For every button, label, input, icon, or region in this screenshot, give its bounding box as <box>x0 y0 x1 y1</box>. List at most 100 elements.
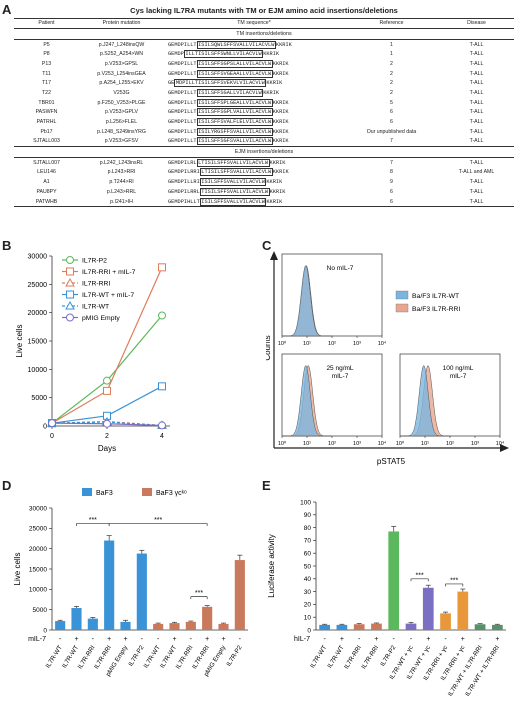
sequence-post: KKRIK <box>272 169 289 176</box>
d-y-axis-label: Live cells <box>13 553 22 586</box>
c-histogram-0: 10⁰ 10¹ 10² 10³ 10⁴ No mIL-7 <box>278 253 387 347</box>
e-treatment-sign: - <box>323 636 326 643</box>
d-y-tick-label: 25000 <box>29 526 47 533</box>
e-y-tick-label: 20 <box>304 602 312 609</box>
table-row: P5 p.J247_L248insQW GEMDPILLT ISILSQWLSFFSV… <box>14 39 514 49</box>
sequence-pre: GEMDP <box>168 51 184 58</box>
e-treatment-sign: + <box>340 636 344 643</box>
sequence-pre: GE <box>168 80 175 87</box>
c-x-tick-label: 10³ <box>353 341 361 347</box>
d-bar <box>104 540 115 630</box>
c-x-tick-label: 10¹ <box>421 441 429 447</box>
c-x-tick-label: 10² <box>328 341 336 347</box>
e-bar <box>319 624 330 630</box>
e-treatment-sign: + <box>495 636 499 643</box>
sequence-tm-box: MDPILLTISILSFFSVEKVLVILACVLW <box>174 79 267 88</box>
b-legend-marker <box>66 313 74 322</box>
e-y-tick-label: 70 <box>304 538 312 545</box>
sequence-cell: GEMDPIHLLT ISILSFFSVALLVILACVLW KKRIK <box>164 196 344 208</box>
c-x-tick-label: 10² <box>328 441 336 447</box>
reference-cell: 6 <box>390 109 393 116</box>
b-data-point <box>103 376 111 385</box>
reference-cell: 6 <box>390 188 393 195</box>
mutation-cell: p.S252_A254>WN <box>99 51 144 58</box>
table-row: P13 p.V253>GPSL GEMDPILLT ISILSFFSGPSLALLVI… <box>14 59 514 69</box>
sequence-pre: GEMDPILLT <box>168 109 197 116</box>
sequence-post: KKRIK <box>272 119 289 126</box>
patient-cell: P8 <box>43 51 50 58</box>
col-header-disease: Disease <box>439 18 514 29</box>
b-legend-symbol <box>66 313 74 322</box>
b-x-tick-label: 0 <box>50 433 54 440</box>
col-header-patient: Patient <box>14 18 79 29</box>
table-row: Pb17 p.L248_S249insYRG GEMDPILLT ISILYRGSFF… <box>14 127 514 137</box>
disease-cell: T-ALL <box>469 159 484 166</box>
sequence-pre: GEMDPILLT <box>168 89 197 96</box>
panel-letter-c: C <box>262 238 272 253</box>
sequence-cell: GEMDPILLRI ISILSFFSVALLVILACVLW KKRIK <box>164 177 344 187</box>
patient-cell: Pb17 <box>40 128 53 135</box>
sequence-post: KKRIK <box>272 109 289 116</box>
c-x-tick-label: 10⁰ <box>278 440 287 447</box>
b-y-tick-label: 10000 <box>28 367 48 374</box>
panel-letter-a: A <box>2 2 12 17</box>
b-series-line <box>51 315 163 424</box>
sequence-cell: GEMDPILLT ISILSFFSGPSLALLVILACVLW KKRIK <box>164 59 344 69</box>
b-y-axis-label: Live cells <box>15 325 24 358</box>
d-treatment-sign: + <box>74 636 78 643</box>
b-legend-marker <box>66 267 74 276</box>
mutation-cell: p.L256>FLEL <box>105 119 138 126</box>
e-bar <box>474 624 486 630</box>
d-legend-label: BaF3 γcᵏᵒ <box>156 490 187 497</box>
disease-cell: T-ALL <box>469 138 484 145</box>
e-treatment-sign: + <box>461 636 465 643</box>
d-y-tick-label: 0 <box>43 627 47 634</box>
ejm-section-body: EJM insertions/deletions SJTALL007 p.L242… <box>14 146 514 208</box>
reference-cell: 1 <box>390 41 393 48</box>
d-sig-label: *** <box>89 517 97 524</box>
reference-cell: 6 <box>390 119 393 126</box>
d-treatment-sign: - <box>239 636 242 643</box>
patient-cell: PATWHB <box>14 196 79 208</box>
b-y-tick-label: 15000 <box>28 339 48 346</box>
b-data-point <box>158 421 166 430</box>
b-legend-label: IL7R-RRI + mIL-7 <box>82 269 136 276</box>
b-legend-marker <box>65 277 75 287</box>
c-condition-label: 25 ng/mL <box>326 365 353 372</box>
disease-cell: T-ALL <box>469 41 484 48</box>
patient-cell: T11 <box>42 70 51 77</box>
b-legend-label: IL7R-WT <box>82 304 109 311</box>
d-treatment-sign: + <box>172 636 176 643</box>
reference-cell: Our unpublished data <box>366 128 417 135</box>
d-legend-label: BaF3 <box>96 490 113 497</box>
d-sig-label: *** <box>154 517 162 524</box>
c-x-tick-label: 10¹ <box>303 441 311 447</box>
reference-cell: 2 <box>390 70 393 77</box>
c-condition-label-line2: mIL-7 <box>332 373 349 380</box>
sequence-tm-box: ISILSFFSGPLVALLVILACVLW <box>196 108 273 117</box>
c-legend-label: Ba/F3 IL7R-RRI <box>412 306 460 313</box>
reference-cell: 1 <box>390 51 393 58</box>
sequence-pre: GEMDPILLT <box>168 41 197 48</box>
table-row: PATWHB p.I241>IH GEMDPIHLLT ISILSFFSVALLVIL… <box>14 196 514 208</box>
d-treatment-sign: - <box>59 636 62 643</box>
sequence-post: KKRIK <box>272 60 289 67</box>
sequence-tm-box: ISILSFFSVALLVILACVLW <box>199 197 267 206</box>
disease-cell: T-ALL <box>469 128 484 135</box>
e-treatment-sign: - <box>444 636 447 643</box>
sequence-cell: GEMDPILLT ISILSFFSGPLVALLVILACVLW KKRIK <box>164 108 344 118</box>
reference-cell: 2 <box>390 89 393 96</box>
d-treatment-label: mIL-7 <box>28 636 46 643</box>
e-y-tick-label: 100 <box>300 499 311 506</box>
d-bar <box>71 608 82 630</box>
mutation-cell: p.L243>RRL <box>106 188 137 195</box>
b-legend-marker <box>66 290 74 299</box>
d-treatment-sign: - <box>190 636 193 643</box>
mutation-cell: p.V253>GFSV <box>104 138 139 145</box>
patient-cell: PAU8PY <box>36 188 57 195</box>
d-y-tick-label: 30000 <box>29 505 47 512</box>
e-y-tick-label: 0 <box>307 627 311 634</box>
mutation-cell: p.L248_S249insYRG <box>97 128 146 135</box>
b-legend-symbol <box>66 267 74 276</box>
